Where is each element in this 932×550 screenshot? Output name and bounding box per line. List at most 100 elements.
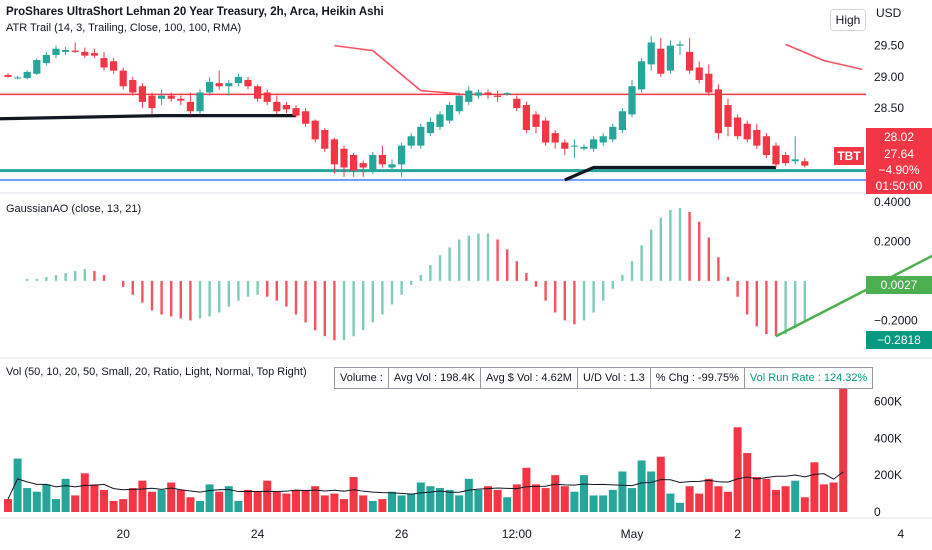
candle-body (513, 98, 521, 109)
candle-body (743, 123, 751, 140)
candle-body (772, 145, 780, 165)
candle-body (206, 81, 214, 93)
volume-bar (359, 495, 368, 512)
volume-bar (560, 486, 569, 512)
candle (33, 58, 41, 75)
volume-bar (340, 499, 348, 512)
atr-trail (0, 43, 863, 182)
candle (561, 139, 569, 155)
candle-body (782, 155, 790, 164)
candle (590, 136, 598, 152)
candle-body (762, 136, 770, 155)
candle (340, 145, 348, 177)
atr-trail-segment (785, 43, 863, 71)
stat-volume: Volume : (335, 368, 389, 388)
volume-bar (13, 458, 22, 512)
ao-tick-label: 0.2000 (874, 234, 911, 248)
volume-bar (426, 486, 435, 512)
candle-body (340, 148, 348, 168)
candle-body (542, 120, 550, 143)
candle (647, 36, 655, 71)
candle (81, 47, 89, 59)
volume-bar (724, 491, 732, 512)
candle-body (330, 139, 338, 165)
volume-bar (224, 486, 233, 512)
volume-bar (676, 502, 684, 512)
candle (369, 151, 377, 174)
volume-bar (80, 473, 89, 512)
candle (225, 80, 233, 96)
candle (71, 42, 79, 54)
candle (292, 105, 300, 118)
high-price-badge: 28.02 (866, 128, 932, 146)
candle (273, 95, 281, 115)
candle (206, 76, 214, 96)
stat-ud-vol: U/D Vol : 1.3 (578, 368, 651, 388)
candle (513, 95, 521, 112)
candle-body (71, 50, 79, 52)
candle-body (110, 61, 118, 71)
volume-bar (148, 491, 156, 512)
atr-trail-segment (564, 165, 776, 182)
candle-body (263, 92, 271, 102)
candle (484, 89, 492, 99)
candle-body (474, 92, 482, 96)
volume-bar (743, 453, 752, 512)
candle-body (801, 161, 809, 166)
candle-body (52, 48, 60, 55)
volume-bar (282, 493, 291, 512)
candle (350, 153, 358, 177)
volume-bar (330, 493, 339, 512)
candle-body (426, 121, 434, 134)
volume-bar (493, 489, 502, 512)
time-tick-label: 2 (734, 527, 741, 541)
volume-ma (7, 471, 844, 500)
candle-body (42, 55, 50, 64)
candle-body (734, 117, 742, 137)
volume-bar (100, 489, 108, 512)
volume-tick-label: 200K (874, 468, 902, 482)
volume-bar (52, 499, 60, 512)
volume-bars (4, 379, 848, 512)
candle (158, 89, 166, 105)
stat-vol-run-rate: Vol Run Rate : 124.32% (749, 372, 868, 384)
volume-bar (378, 499, 387, 512)
candle (302, 108, 310, 127)
volume-bar (32, 491, 41, 512)
volume-bar (320, 495, 329, 512)
volume-bar (666, 493, 675, 512)
volume-bar (272, 491, 281, 512)
candle (474, 89, 482, 99)
volume-bar (23, 488, 32, 512)
stat-pct-chg: % Chg : -99.75% (651, 368, 745, 388)
volume-bar (436, 488, 444, 512)
candle (551, 130, 559, 149)
volume-bar (695, 493, 704, 512)
volume-bar (781, 486, 790, 512)
candle-body (282, 105, 290, 110)
candle (638, 58, 646, 93)
candle-body (14, 77, 22, 79)
candle (580, 144, 588, 151)
candle-body (714, 89, 722, 134)
candle-body (599, 136, 607, 143)
high-button[interactable]: High (830, 9, 866, 31)
candle-body (503, 93, 511, 95)
candle-body (551, 133, 559, 143)
candle (753, 123, 761, 149)
chart-title: ProShares UltraShort Lehman 20 Year Trea… (6, 6, 384, 18)
volume-bar (407, 493, 416, 512)
candle (618, 108, 626, 134)
candle-body (484, 92, 492, 95)
candle (398, 142, 406, 177)
candle-body (196, 92, 204, 112)
candle-body (186, 101, 194, 112)
candle-body (369, 155, 377, 171)
candle-body (321, 130, 329, 149)
candle-body (311, 120, 319, 140)
volume-bar (368, 500, 377, 512)
candle (743, 120, 751, 143)
candle-body (225, 83, 233, 87)
candle (407, 133, 415, 149)
vol-legend: Vol (50, 10, 20, 50, Small, 20, Ratio, L… (6, 366, 307, 378)
